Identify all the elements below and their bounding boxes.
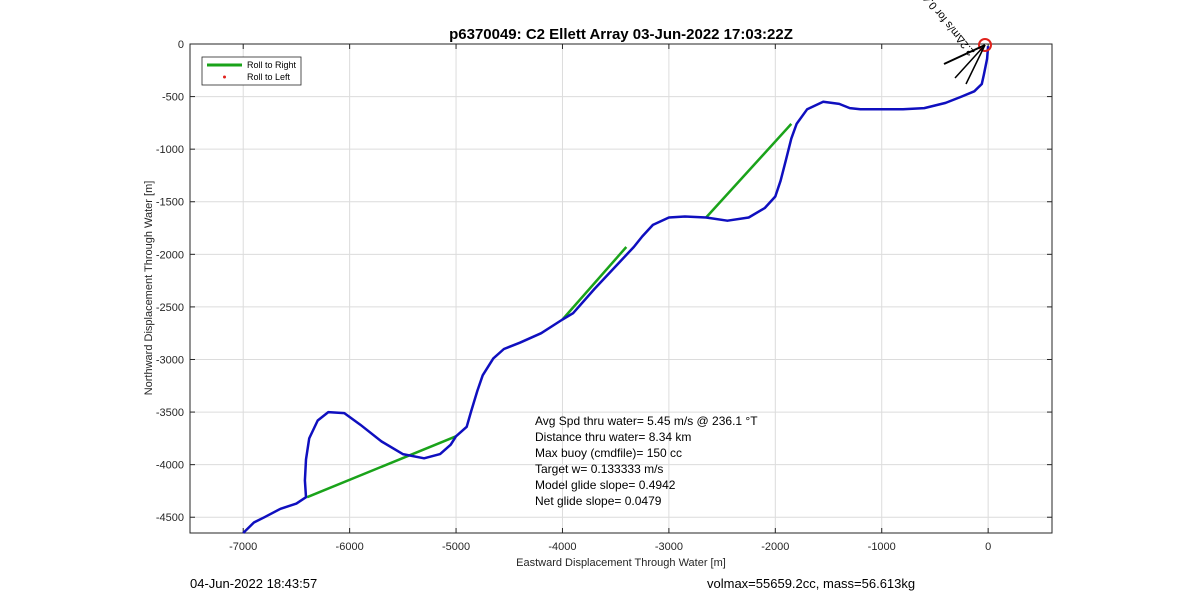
x-tick-label: -3000 xyxy=(655,541,683,553)
legend-swatch-roll-left xyxy=(223,75,226,79)
y-tick-label: -2500 xyxy=(156,302,184,314)
legend-label-roll-left: Roll to Left xyxy=(247,72,291,82)
y-tick-label: -500 xyxy=(162,92,184,104)
y-tick-label: -4500 xyxy=(156,512,184,524)
y-tick-label: -4000 xyxy=(156,460,184,472)
stats-line: Target w= 0.133333 m/s xyxy=(535,462,663,476)
y-tick-label: -2000 xyxy=(156,249,184,261)
x-tick-label: -6000 xyxy=(336,541,364,553)
stats-line: Avg Spd thru water= 5.45 m/s @ 236.1 °T xyxy=(535,414,758,428)
legend-label-roll-right: Roll to Right xyxy=(247,60,297,70)
legend: Roll to Right Roll to Left xyxy=(201,56,302,86)
heading-vector xyxy=(943,44,986,65)
x-tick-label: -5000 xyxy=(442,541,470,553)
track-line xyxy=(242,46,990,534)
plot-frame xyxy=(189,43,1053,534)
chart-title: p6370049: C2 Ellett Array 03-Jun-2022 17… xyxy=(449,26,793,43)
y-tick-label: -1500 xyxy=(156,197,184,209)
x-tick-label: -2000 xyxy=(761,541,789,553)
footer-timestamp: 04-Jun-2022 18:43:57 xyxy=(190,576,318,591)
legend-box xyxy=(201,56,302,86)
x-tick-label: 0 xyxy=(985,541,991,553)
y-axis-label: Northward Displacement Through Water [m] xyxy=(143,181,155,396)
x-tick-label: -1000 xyxy=(868,541,896,553)
y-tick-label: -3000 xyxy=(156,354,184,366)
footer-vehicle-info: volmax=55659.2cc, mass=56.613kg xyxy=(707,576,916,591)
x-tick-label: -4000 xyxy=(548,541,576,553)
stats-annotation: Avg Spd thru water= 5.45 m/s @ 236.1 °T … xyxy=(535,414,758,508)
heading-vector xyxy=(954,44,986,79)
stats-line: Net glide slope= 0.0479 xyxy=(535,494,662,508)
roll-right-segment xyxy=(306,435,457,499)
axis-ticks: -7000 -6000 -5000 -4000 -3000 -2000 -1000 0 0 -50… xyxy=(156,39,1052,553)
plot-lines xyxy=(242,46,990,534)
start-marker xyxy=(978,38,992,52)
stats-line: Max buoy (cmdfile)= 150 cc xyxy=(535,446,682,460)
y-tick-label: -3500 xyxy=(156,407,184,419)
roll-right-segment xyxy=(561,246,628,321)
stats-line: Distance thru water= 8.34 km xyxy=(535,430,691,444)
y-tick-label: 0 xyxy=(178,39,184,51)
x-tick-label: -7000 xyxy=(229,541,257,553)
heading-vector xyxy=(965,44,986,85)
roll-right-segment xyxy=(705,123,793,219)
y-tick-label: -1000 xyxy=(156,144,184,156)
stats-line: Model glide slope= 0.4942 xyxy=(535,478,676,492)
x-axis-label: Eastward Displacement Through Water [m] xyxy=(516,557,726,569)
